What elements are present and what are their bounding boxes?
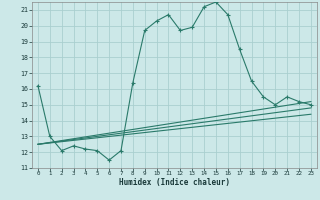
X-axis label: Humidex (Indice chaleur): Humidex (Indice chaleur) xyxy=(119,178,230,187)
